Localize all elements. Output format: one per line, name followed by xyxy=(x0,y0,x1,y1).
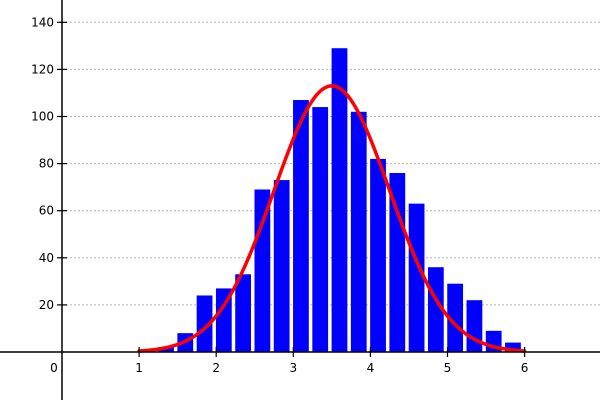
histogram-bar xyxy=(158,347,174,352)
histogram-bar xyxy=(505,342,521,352)
histogram-bar xyxy=(370,158,386,352)
histogram-bar xyxy=(254,189,271,352)
y-tick-label: 100 xyxy=(31,110,54,124)
histogram-bar xyxy=(350,111,367,352)
histogram-bar xyxy=(312,107,329,352)
histogram-bar xyxy=(447,283,464,352)
histogram-bar xyxy=(215,288,232,352)
x-tick-label: 4 xyxy=(367,361,375,375)
normal-fit-curve xyxy=(137,84,527,353)
y-tick-label: 120 xyxy=(31,62,54,76)
x-tick-label: 6 xyxy=(521,361,529,375)
y-tick-label: 20 xyxy=(39,298,54,312)
histogram-bar xyxy=(273,180,290,352)
y-tick-label: 40 xyxy=(39,251,54,265)
histogram-bars xyxy=(138,48,521,353)
histogram-bar xyxy=(293,100,309,352)
x-tick-label: 2 xyxy=(212,361,220,375)
y-tick-label: 140 xyxy=(31,15,54,29)
x-tick-label: 5 xyxy=(444,361,452,375)
x-axis-ticks: 0 1 2 3 4 5 6 xyxy=(50,347,528,375)
histogram-bar xyxy=(466,300,483,352)
grid-lines xyxy=(62,21,600,306)
histogram-bar xyxy=(408,203,425,352)
y-tick-label: 60 xyxy=(39,204,54,218)
x-tick-label: 1 xyxy=(135,361,143,375)
y-tick-label: 80 xyxy=(39,157,54,171)
histogram-bar xyxy=(427,267,444,352)
x-tick-label: 3 xyxy=(289,361,297,375)
histogram-bar xyxy=(235,274,251,352)
histogram-bar xyxy=(196,295,213,352)
x-tick-label: 0 xyxy=(50,361,58,375)
y-axis-ticks: 20 40 60 80 100 120 140 xyxy=(31,15,67,312)
histogram-bar xyxy=(331,48,348,353)
